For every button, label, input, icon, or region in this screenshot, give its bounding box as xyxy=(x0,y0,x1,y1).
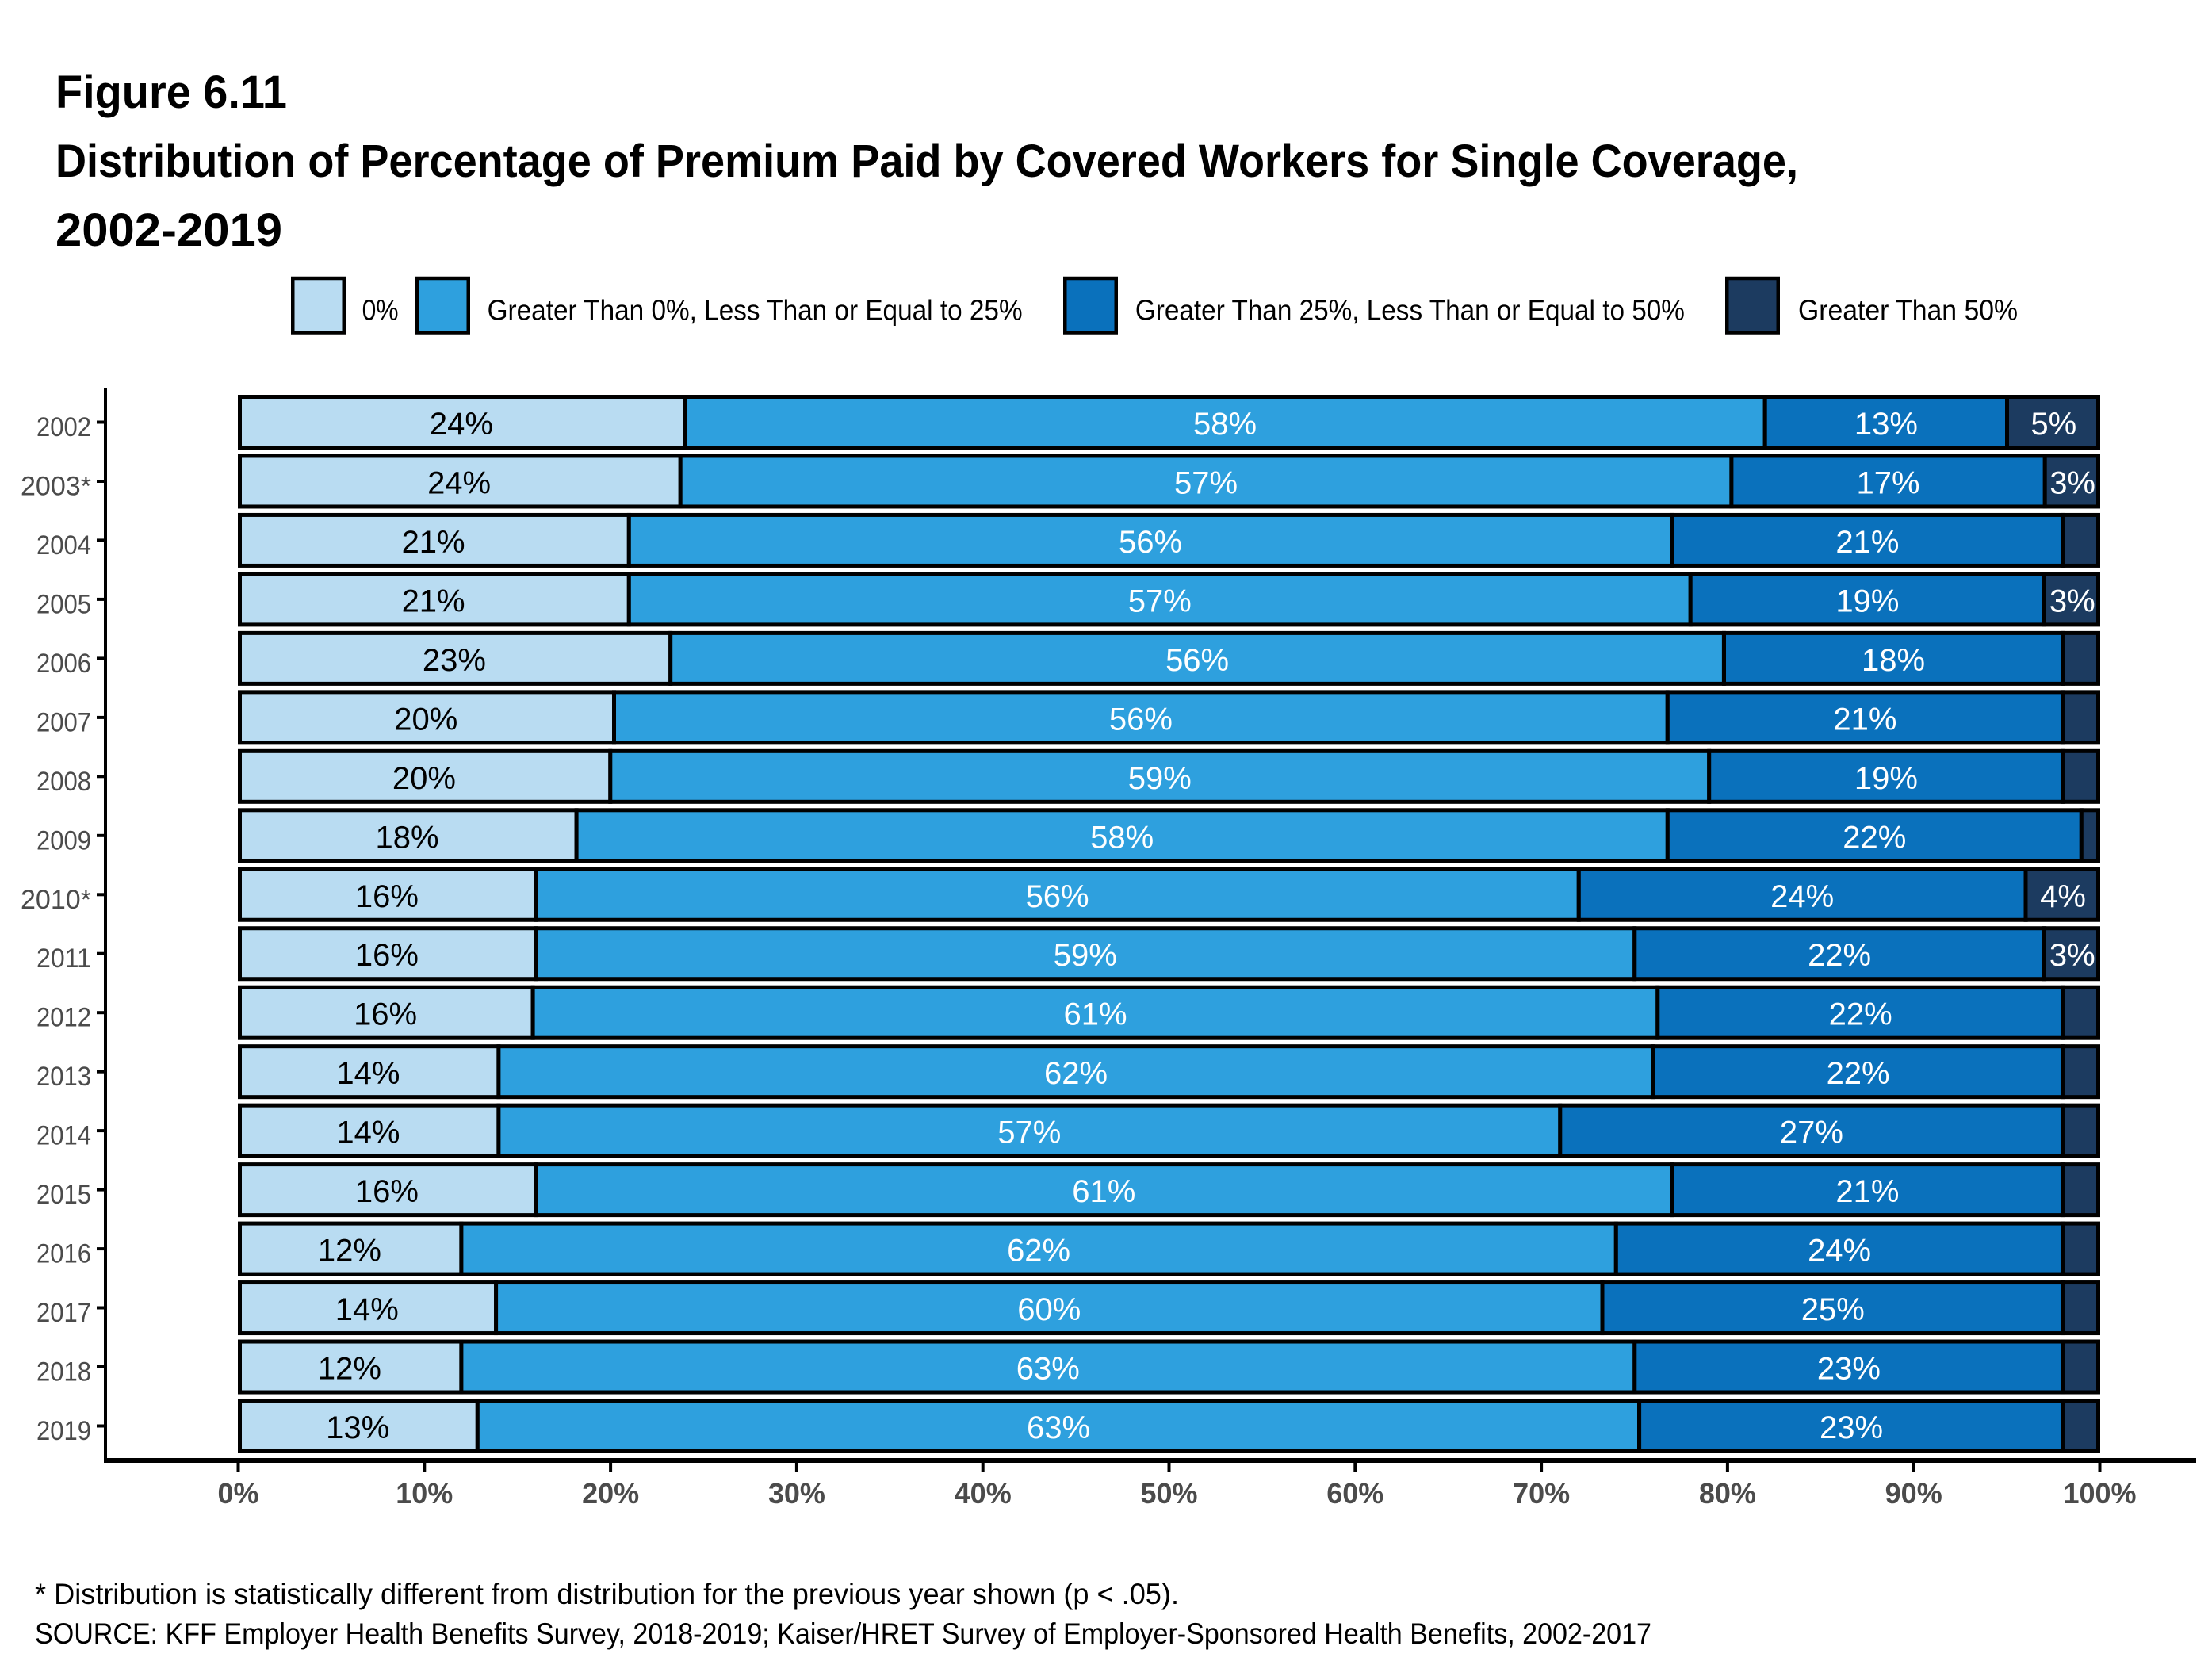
svg-text:2013: 2013 xyxy=(36,1062,91,1092)
svg-text:40%: 40% xyxy=(955,1477,1012,1510)
svg-text:21%: 21% xyxy=(402,525,465,560)
svg-text:61%: 61% xyxy=(1072,1174,1135,1209)
svg-text:2017: 2017 xyxy=(36,1298,91,1328)
svg-text:13%: 13% xyxy=(1854,407,1918,442)
svg-text:2014: 2014 xyxy=(36,1121,91,1151)
svg-text:Greater Than 0%, Less Than or: Greater Than 0%, Less Than or Equal to 2… xyxy=(488,294,1023,327)
svg-text:61%: 61% xyxy=(1063,997,1127,1032)
svg-text:21%: 21% xyxy=(1835,525,1899,560)
svg-text:70%: 70% xyxy=(1513,1477,1570,1510)
svg-text:Figure 6.11: Figure 6.11 xyxy=(55,67,287,118)
svg-text:58%: 58% xyxy=(1193,407,1257,442)
svg-text:16%: 16% xyxy=(355,1174,419,1209)
svg-text:2003*: 2003* xyxy=(21,472,91,502)
svg-text:Greater Than 25%, Less Than or: Greater Than 25%, Less Than or Equal to … xyxy=(1135,294,1685,327)
svg-text:12%: 12% xyxy=(318,1352,381,1387)
svg-text:56%: 56% xyxy=(1119,525,1182,560)
svg-text:19%: 19% xyxy=(1854,761,1918,796)
svg-text:* Distribution is statisticall: * Distribution is statistically differen… xyxy=(35,1578,1179,1610)
svg-text:59%: 59% xyxy=(1128,761,1192,796)
svg-text:56%: 56% xyxy=(1109,702,1173,737)
svg-text:2005: 2005 xyxy=(36,589,91,619)
svg-text:24%: 24% xyxy=(1770,879,1834,914)
svg-text:2009: 2009 xyxy=(36,825,91,855)
svg-text:63%: 63% xyxy=(1027,1410,1090,1445)
svg-text:16%: 16% xyxy=(355,938,419,973)
svg-text:60%: 60% xyxy=(1326,1477,1383,1510)
svg-text:59%: 59% xyxy=(1054,938,1117,973)
svg-text:2016: 2016 xyxy=(36,1239,91,1269)
svg-text:2007: 2007 xyxy=(36,707,91,737)
svg-text:58%: 58% xyxy=(1090,820,1154,855)
svg-text:25%: 25% xyxy=(1801,1292,1865,1327)
svg-text:57%: 57% xyxy=(1174,466,1238,501)
svg-text:Distribution of Percentage of: Distribution of Percentage of Premium Pa… xyxy=(55,136,1798,187)
svg-text:3%: 3% xyxy=(2049,466,2095,501)
svg-text:50%: 50% xyxy=(1140,1477,1197,1510)
svg-text:5%: 5% xyxy=(2030,407,2076,442)
svg-text:60%: 60% xyxy=(1017,1292,1081,1327)
svg-text:21%: 21% xyxy=(1835,1174,1899,1209)
svg-text:0%: 0% xyxy=(217,1477,258,1510)
svg-text:2002-2019: 2002-2019 xyxy=(55,205,282,256)
svg-text:2008: 2008 xyxy=(36,767,91,797)
svg-text:18%: 18% xyxy=(1862,643,1925,678)
svg-text:13%: 13% xyxy=(326,1410,389,1445)
svg-text:57%: 57% xyxy=(997,1116,1061,1150)
svg-text:14%: 14% xyxy=(336,1116,400,1150)
svg-text:20%: 20% xyxy=(582,1477,639,1510)
svg-text:24%: 24% xyxy=(1808,1234,1871,1269)
svg-text:100%: 100% xyxy=(2063,1477,2136,1510)
svg-text:22%: 22% xyxy=(1829,997,1892,1032)
svg-text:80%: 80% xyxy=(1699,1477,1756,1510)
svg-text:2012: 2012 xyxy=(36,1003,91,1033)
svg-text:23%: 23% xyxy=(423,643,486,678)
svg-text:22%: 22% xyxy=(1843,820,1906,855)
svg-text:21%: 21% xyxy=(402,584,465,618)
svg-text:16%: 16% xyxy=(354,997,417,1032)
svg-text:23%: 23% xyxy=(1817,1352,1881,1387)
svg-text:2004: 2004 xyxy=(36,530,91,561)
svg-text:14%: 14% xyxy=(336,1056,400,1091)
svg-text:23%: 23% xyxy=(1820,1410,1883,1445)
svg-text:17%: 17% xyxy=(1856,466,1919,501)
svg-text:90%: 90% xyxy=(1885,1477,1942,1510)
svg-text:2010*: 2010* xyxy=(21,885,91,915)
svg-text:0%: 0% xyxy=(362,294,399,327)
svg-text:4%: 4% xyxy=(2040,879,2086,914)
svg-text:27%: 27% xyxy=(1780,1116,1843,1150)
svg-text:16%: 16% xyxy=(355,879,419,914)
svg-text:2018: 2018 xyxy=(36,1357,91,1388)
svg-text:SOURCE: KFF Employer Health Be: SOURCE: KFF Employer Health Benefits Sur… xyxy=(35,1617,1651,1650)
svg-text:3%: 3% xyxy=(2049,938,2095,973)
svg-text:63%: 63% xyxy=(1016,1352,1080,1387)
svg-text:30%: 30% xyxy=(768,1477,825,1510)
svg-text:Greater Than 50%: Greater Than 50% xyxy=(1798,294,2018,327)
svg-text:62%: 62% xyxy=(1007,1234,1070,1269)
svg-text:20%: 20% xyxy=(392,761,456,796)
svg-text:14%: 14% xyxy=(335,1292,399,1327)
svg-text:56%: 56% xyxy=(1165,643,1229,678)
svg-text:2006: 2006 xyxy=(36,649,91,679)
svg-text:3%: 3% xyxy=(2049,584,2095,618)
svg-text:2002: 2002 xyxy=(36,412,91,442)
svg-text:62%: 62% xyxy=(1044,1056,1108,1091)
svg-text:18%: 18% xyxy=(375,820,438,855)
svg-text:22%: 22% xyxy=(1808,938,1871,973)
svg-text:2015: 2015 xyxy=(36,1180,91,1210)
svg-text:21%: 21% xyxy=(1833,702,1896,737)
svg-text:19%: 19% xyxy=(1835,584,1899,618)
svg-text:24%: 24% xyxy=(430,407,493,442)
svg-text:20%: 20% xyxy=(394,702,457,737)
svg-text:12%: 12% xyxy=(318,1234,381,1269)
svg-text:2011: 2011 xyxy=(36,944,91,974)
svg-text:22%: 22% xyxy=(1827,1056,1890,1091)
svg-text:24%: 24% xyxy=(427,466,491,501)
svg-text:57%: 57% xyxy=(1128,584,1192,618)
svg-text:56%: 56% xyxy=(1026,879,1089,914)
svg-text:2019: 2019 xyxy=(36,1416,91,1446)
svg-text:10%: 10% xyxy=(396,1477,453,1510)
